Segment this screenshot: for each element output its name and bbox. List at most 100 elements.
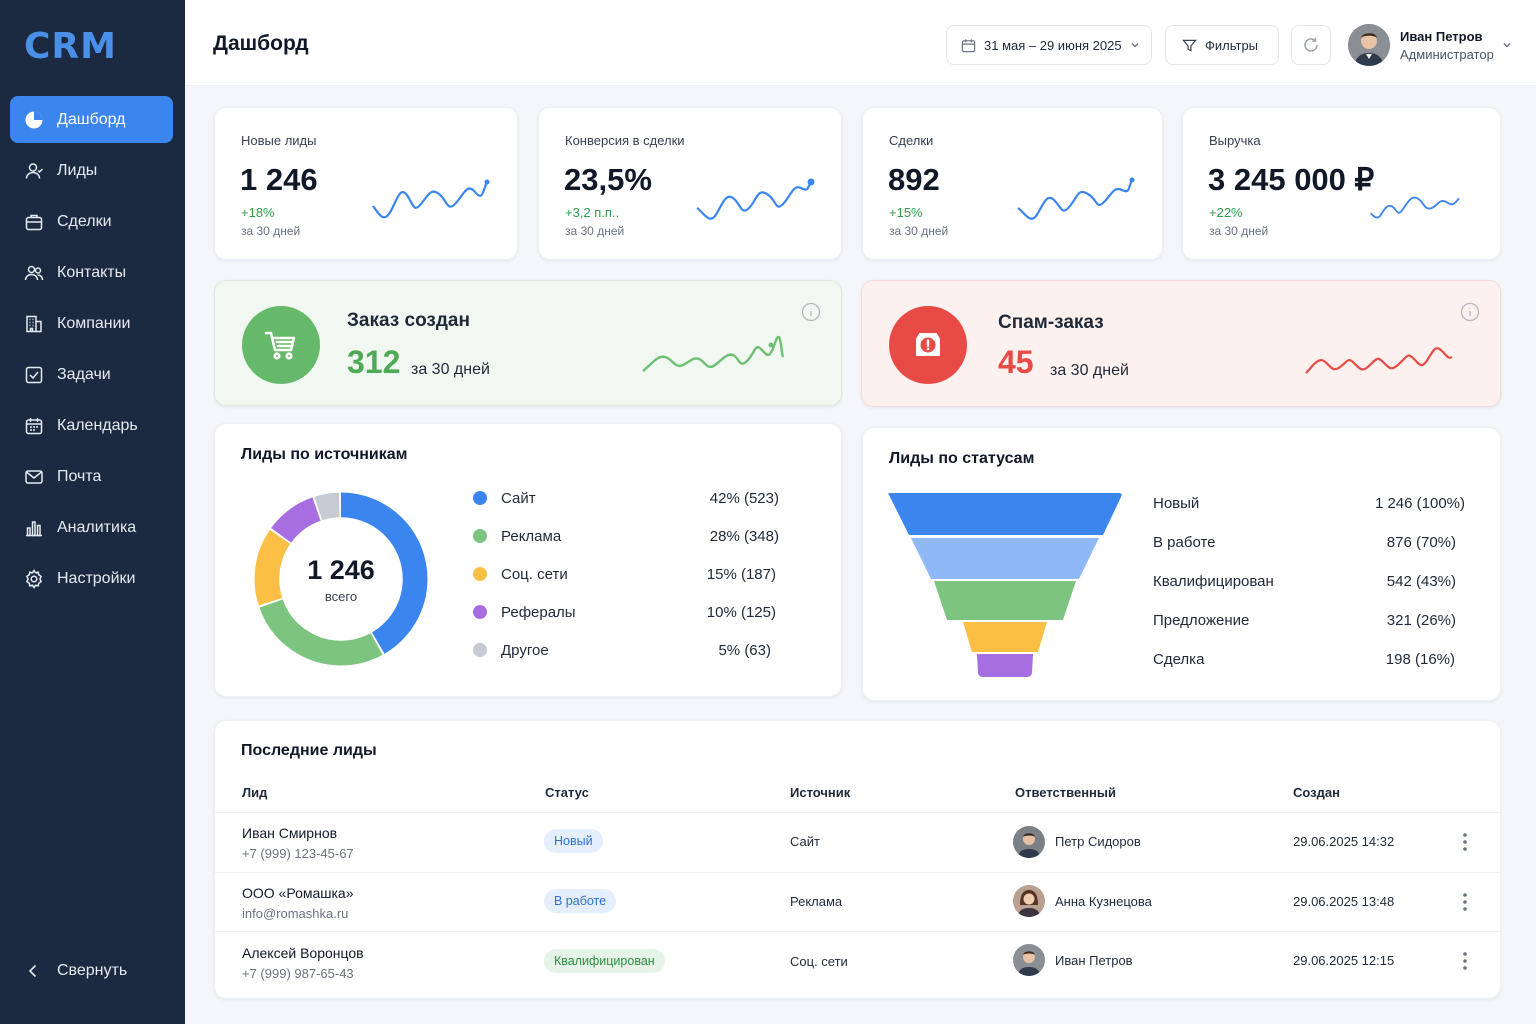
avatar: [1013, 885, 1045, 917]
collapse-sidebar-button[interactable]: Свернуть: [24, 962, 127, 980]
chevron-left-icon: [28, 964, 37, 978]
user-icon: [25, 162, 44, 179]
event-icon-circle: [889, 306, 967, 384]
info-icon[interactable]: [801, 302, 821, 322]
kpi-period: за 30 дней: [889, 224, 949, 238]
column-header-status[interactable]: Статус: [545, 785, 589, 800]
legend-dot: [473, 529, 487, 543]
owner-name: Анна Кузнецова: [1055, 894, 1152, 909]
calendar-icon: [25, 417, 43, 434]
kpi-delta: +3,2 п.п..: [565, 205, 620, 220]
mail-icon: [25, 469, 43, 484]
sidebar-item-calendar[interactable]: Календарь: [10, 402, 173, 449]
owner-name: Иван Петров: [1055, 953, 1133, 968]
sidebar-item-settings[interactable]: Настройки: [10, 555, 173, 602]
more-options-icon[interactable]: [1462, 832, 1468, 852]
avatar: [1013, 944, 1045, 976]
event-card-order-created[interactable]: Заказ создан 312 за 30 дней: [214, 280, 842, 406]
legend-dot: [473, 643, 487, 657]
filters-button[interactable]: Фильтры: [1165, 25, 1279, 65]
sidebar-item-contacts[interactable]: Контакты: [10, 249, 173, 296]
kpi-title: Новые лиды: [241, 133, 317, 148]
sidebar-item-label: Контакты: [57, 263, 127, 281]
kpi-title: Сделки: [889, 133, 934, 148]
legend-item: Рефералы 10% (125): [473, 602, 783, 622]
legend-item: Другое 5% (63): [473, 640, 783, 660]
kpi-card-revenue[interactable]: Выручка 3 245 000 ₽ +22% за 30 дней: [1182, 107, 1501, 260]
kpi-title: Выручка: [1209, 133, 1261, 148]
status-value: 198 (16%): [1385, 651, 1455, 668]
column-header-owner[interactable]: Ответственный: [1015, 785, 1116, 800]
donut-total-label: всего: [324, 589, 358, 604]
date-range-picker[interactable]: 31 мая – 29 июня 2025: [946, 25, 1152, 65]
legend-item: Сайт 42% (523): [473, 488, 783, 508]
donut-segment-1[interactable]: [254, 492, 428, 666]
legend-value: 5% (63): [718, 641, 771, 659]
top-header: Дашборд 31 мая – 29 июня 2025 Фильтры Ив…: [185, 0, 1536, 86]
status-label: Квалифицирован: [1153, 573, 1274, 590]
sidebar-item-label: Настройки: [57, 569, 136, 587]
kpi-card-conversion[interactable]: Конверсия в сделки 23,5% +3,2 п.п.. за 3…: [538, 107, 842, 260]
status-row: Новый 1 246 (100%): [1153, 495, 1465, 515]
user-name: Иван Петров: [1400, 28, 1483, 44]
legend-dot: [473, 605, 487, 619]
building-icon: [26, 315, 42, 332]
legend-item: Соц. сети 15% (187): [473, 564, 783, 584]
legend-label: Соц. сети: [501, 565, 568, 583]
kpi-value: 3 245 000 ₽: [1208, 162, 1375, 197]
sidebar-item-label: Сделки: [57, 212, 112, 230]
lead-name[interactable]: Алексей Воронцов: [242, 945, 364, 961]
lead-contact: +7 (999) 987-65-43: [242, 966, 354, 981]
sparkline: [1305, 347, 1453, 374]
info-icon[interactable]: [1460, 302, 1480, 322]
sidebar-item-deals[interactable]: Сделки: [10, 198, 173, 245]
sidebar-item-label: Лиды: [57, 161, 98, 179]
refresh-button[interactable]: [1291, 25, 1331, 65]
more-options-icon[interactable]: [1462, 951, 1468, 971]
lead-name[interactable]: ООО «Ромашка»: [242, 885, 354, 901]
legend-label: Другое: [501, 641, 549, 659]
column-header-source[interactable]: Источник: [790, 785, 851, 800]
kpi-card-new-leads[interactable]: Новые лиды 1 246 +18% за 30 дней: [214, 107, 518, 260]
status-value: 542 (43%): [1386, 573, 1456, 590]
chevron-down-icon: [1503, 43, 1511, 48]
status-row: Предложение 321 (26%): [1153, 612, 1465, 632]
table-divider: [215, 812, 1502, 813]
cart-icon: [264, 331, 296, 360]
event-value: 312: [347, 344, 401, 380]
app-logo[interactable]: CRM: [24, 26, 117, 67]
legend-value: 42% (523): [709, 489, 779, 507]
event-card-spam-order[interactable]: Спам-заказ 45 за 30 дней: [861, 280, 1501, 407]
status-badge: В работе: [544, 889, 617, 913]
event-icon-circle: [242, 306, 320, 384]
user-role: Администратор: [1400, 46, 1494, 62]
sidebar-item-dashboard[interactable]: Дашборд: [10, 96, 173, 143]
status-value: 1 246 (100%): [1374, 495, 1465, 512]
sidebar-item-analytics[interactable]: Аналитика: [10, 504, 173, 551]
kpi-period: за 30 дней: [1209, 224, 1269, 238]
donut-segment-0[interactable]: [254, 492, 428, 666]
donut-total: 1 246: [307, 555, 375, 585]
sidebar-item-leads[interactable]: Лиды: [10, 147, 173, 194]
sidebar-item-companies[interactable]: Компании: [10, 300, 173, 347]
status-value: 876 (70%): [1386, 534, 1456, 551]
lead-source: Сайт: [790, 834, 820, 849]
more-options-icon[interactable]: [1462, 892, 1468, 912]
funnel-stage: [977, 654, 1033, 677]
column-header-created[interactable]: Создан: [1293, 785, 1340, 800]
sidebar-item-mail[interactable]: Почта: [10, 453, 173, 500]
user-menu[interactable]: Иван Петров Администратор: [1348, 24, 1512, 66]
legend-dot: [473, 567, 487, 581]
lead-name[interactable]: Иван Смирнов: [242, 825, 338, 841]
donut-segment-2[interactable]: [254, 492, 428, 666]
legend-label: Рефералы: [501, 603, 576, 621]
status-label: Новый: [1153, 495, 1200, 512]
sidebar-item-label: Задачи: [57, 365, 111, 383]
sparkline: [1370, 196, 1460, 219]
funnel-chart: [888, 493, 1122, 677]
sidebar-item-label: Компании: [57, 314, 131, 332]
sidebar-item-tasks[interactable]: Задачи: [10, 351, 173, 398]
column-header-lead[interactable]: Лид: [242, 785, 268, 800]
created-date: 29.06.2025 13:48: [1293, 894, 1395, 909]
kpi-card-deals[interactable]: Сделки 892 +15% за 30 дней: [862, 107, 1163, 260]
